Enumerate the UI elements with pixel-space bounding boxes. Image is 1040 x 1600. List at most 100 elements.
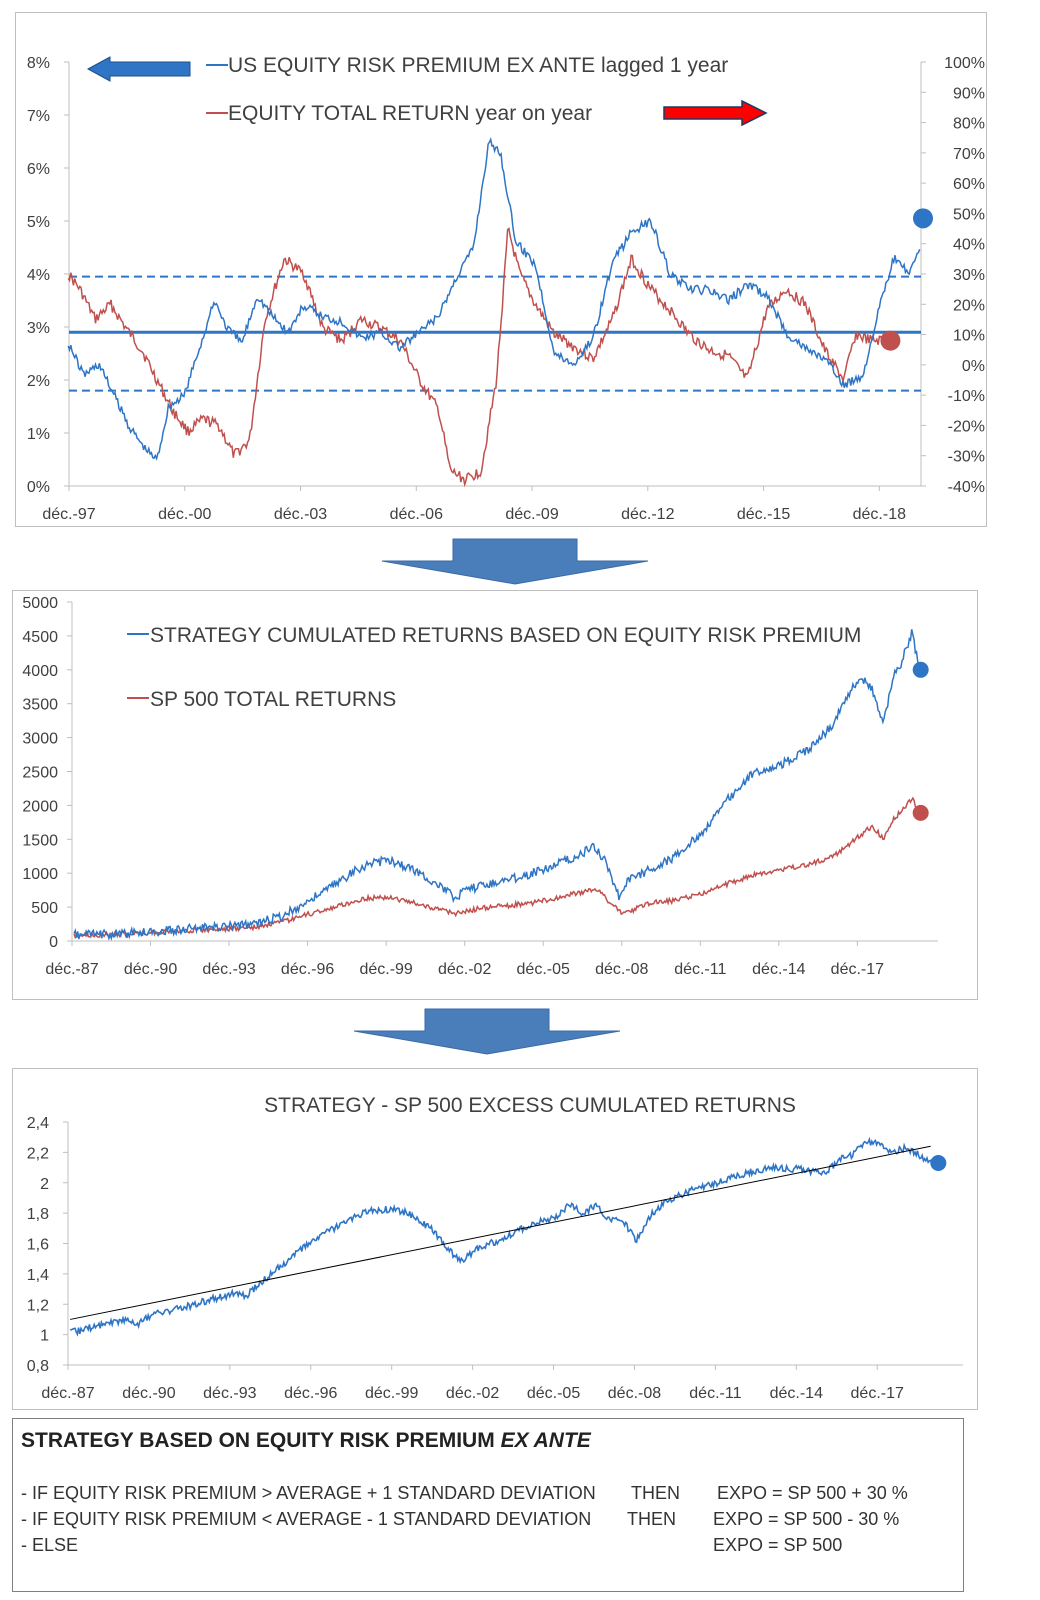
y-right-tick-label: -20% [948, 418, 985, 435]
x-tick-label: déc.-87 [45, 961, 98, 978]
chart3-panel: STRATEGY - SP 500 EXCESS CUMULATED RETUR… [12, 1068, 978, 1410]
strategy-title: STRATEGY BASED ON EQUITY RISK PREMIUM EX… [21, 1429, 591, 1453]
y-left-tick-label: 2% [27, 373, 50, 390]
y-left-tick-label: 1% [27, 426, 50, 443]
x-tick-label: déc.-08 [608, 1385, 661, 1402]
strategy-condition: - ELSE [21, 1535, 79, 1555]
sp500-end-marker [912, 804, 929, 821]
y-tick-label: 2500 [22, 765, 58, 782]
chart3-svg: STRATEGY - SP 500 EXCESS CUMULATED RETUR… [27, 1094, 963, 1402]
excess-return-end-marker [930, 1155, 947, 1172]
y-tick-label: 1500 [22, 832, 58, 849]
y-tick-label: 1,8 [27, 1206, 49, 1223]
risk-premium-end-marker [913, 208, 933, 229]
chart2-panel: 0 500 1000 1500 2000 2500 3000 3500 4000 4500 5000… [12, 590, 978, 1000]
y-tick-label: 500 [31, 900, 58, 917]
y-right-tick-label: 50% [953, 206, 985, 223]
y-left-tick-label: 6% [27, 161, 50, 178]
strategy-condition: - IF EQUITY RISK PREMIUM < AVERAGE - 1 S… [21, 1509, 592, 1529]
y-right-tick-label: 20% [953, 297, 985, 314]
strategy-condition: - IF EQUITY RISK PREMIUM > AVERAGE + 1 S… [21, 1483, 596, 1503]
strategy-expo: EXPO = SP 500 + 30 % [717, 1483, 908, 1503]
legend-label-strategy: STRATEGY CUMULATED RETURNS BASED ON EQUI… [150, 624, 861, 647]
strategy-title-prefix: STRATEGY BASED ON EQUITY RISK PREMIUM [21, 1429, 501, 1452]
legend-label-sp500: SP 500 TOTAL RETURNS [150, 688, 396, 711]
x-tick-label: déc.-14 [770, 1385, 823, 1402]
y-left-tick-label: 3% [27, 320, 50, 337]
legend-label-equity-return: EQUITY TOTAL RETURN year on year [228, 102, 592, 125]
y-tick-label: 1000 [22, 866, 58, 883]
x-tick-label: déc.-15 [737, 506, 790, 523]
y-right-tick-label: -10% [948, 388, 985, 405]
x-tick-label: déc.-12 [621, 506, 674, 523]
y-right-tick-label: 40% [953, 237, 985, 254]
x-tick-label: déc.-06 [390, 506, 443, 523]
strategy-then: THEN [631, 1483, 680, 1503]
x-tick-label: déc.-96 [281, 961, 334, 978]
y-right-tick-label: 60% [953, 176, 985, 193]
x-tick-label: déc.-11 [674, 961, 726, 978]
y-left-tick-label: 4% [27, 267, 50, 284]
x-tick-label: déc.-93 [202, 961, 255, 978]
chart1-panel: 0% 1% 2% 3% 4% 5% 6% 7% 8% -40% -30% -20% -10% 0% 10% 2… [15, 12, 987, 527]
y-right-tick-label: -30% [948, 449, 985, 466]
x-tick-label: déc.-97 [42, 506, 95, 523]
x-tick-label: déc.-96 [284, 1385, 337, 1402]
y-tick-label: 0 [49, 934, 58, 951]
x-tick-label: déc.-17 [831, 961, 884, 978]
y-tick-label: 3000 [22, 731, 58, 748]
sp500-series [73, 796, 920, 939]
strategy-expo: EXPO = SP 500 - 30 % [713, 1509, 900, 1529]
y-tick-label: 0,8 [27, 1358, 49, 1375]
y-right-tick-label: 100% [944, 55, 985, 72]
x-tick-label: déc.-17 [851, 1385, 904, 1402]
x-tick-label: déc.-03 [274, 506, 327, 523]
strategy-title-italic: EX ANTE [500, 1429, 591, 1452]
down-arrow-2 [353, 1008, 621, 1055]
strategy-box: STRATEGY BASED ON EQUITY RISK PREMIUM EX… [12, 1418, 964, 1592]
y-left-tick-label: 8% [27, 55, 50, 72]
y-right-tick-label: 90% [953, 85, 985, 102]
strategy-series [73, 629, 920, 942]
y-right-tick-label: 0% [962, 358, 985, 375]
y-tick-label: 4000 [22, 663, 58, 680]
x-tick-label: déc.-02 [438, 961, 491, 978]
x-tick-label: déc.-18 [853, 506, 906, 523]
strategy-then: THEN [627, 1509, 676, 1529]
y-tick-label: 1 [40, 1328, 49, 1345]
x-tick-label: déc.-09 [505, 506, 558, 523]
equity-return-end-marker [880, 330, 901, 351]
x-tick-label: déc.-00 [158, 506, 211, 523]
y-tick-label: 1,4 [27, 1267, 49, 1284]
y-tick-label: 2,2 [27, 1145, 49, 1162]
x-tick-label: déc.-14 [752, 961, 805, 978]
x-tick-label: déc.-99 [365, 1385, 418, 1402]
y-left-tick-label: 5% [27, 214, 50, 231]
y-right-tick-label: 10% [953, 328, 985, 345]
y-tick-label: 1,2 [27, 1297, 49, 1314]
chart3-title: STRATEGY - SP 500 EXCESS CUMULATED RETUR… [264, 1094, 796, 1117]
trend-line [70, 1145, 931, 1320]
y-right-tick-label: 30% [953, 267, 985, 284]
y-tick-label: 2,4 [27, 1115, 49, 1132]
risk-premium-series [67, 136, 921, 461]
chart1-svg: 0% 1% 2% 3% 4% 5% 6% 7% 8% -40% -30% -20% -10% 0% 10% 2… [27, 54, 985, 523]
y-tick-label: 5000 [22, 595, 58, 612]
x-tick-label: déc.-93 [203, 1385, 256, 1402]
y-tick-label: 2000 [22, 798, 58, 815]
x-tick-label: déc.-05 [527, 1385, 580, 1402]
x-tick-label: déc.-05 [517, 961, 570, 978]
y-tick-label: 4500 [22, 629, 58, 646]
chart2-svg: 0 500 1000 1500 2000 2500 3000 3500 4000 4500 5000… [22, 595, 938, 978]
legend-label-risk-premium: US EQUITY RISK PREMIUM EX ANTE lagged 1 … [228, 54, 728, 77]
x-tick-label: déc.-90 [122, 1385, 175, 1402]
y-right-tick-label: -40% [948, 479, 985, 496]
right-axis-arrow-icon [663, 99, 768, 127]
y-tick-label: 2 [40, 1176, 49, 1193]
x-tick-label: déc.-99 [359, 961, 412, 978]
y-right-tick-label: 80% [953, 116, 985, 133]
strategy-expo: EXPO = SP 500 [713, 1535, 843, 1555]
equity-return-series [67, 227, 883, 488]
y-left-tick-label: 7% [27, 108, 50, 125]
x-tick-label: déc.-87 [41, 1385, 94, 1402]
